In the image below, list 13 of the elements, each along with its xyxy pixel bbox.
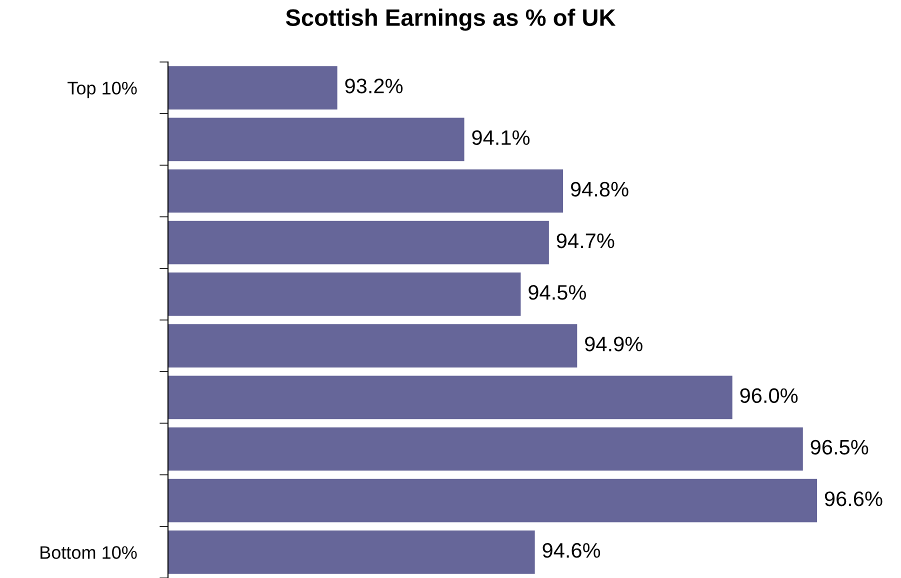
data-label: 94.9% <box>585 336 642 352</box>
data-label: 96.5% <box>810 440 868 455</box>
data-label: 96.6% <box>824 491 882 506</box>
data-label: 94.1% <box>472 130 530 145</box>
data-label: 93.2% <box>345 78 403 94</box>
data-label: 94.6% <box>542 543 600 558</box>
y-tick-label: Top 10% <box>68 82 137 98</box>
data-label: 94.8% <box>570 182 628 197</box>
chart-title: Scottish Earnings as % of UK <box>286 8 616 31</box>
data-label: 94.5% <box>528 285 586 300</box>
y-tick-label: Bottom 10% <box>40 546 137 559</box>
data-label: 96.0% <box>740 388 798 403</box>
data-label: 94.7% <box>556 233 614 248</box>
